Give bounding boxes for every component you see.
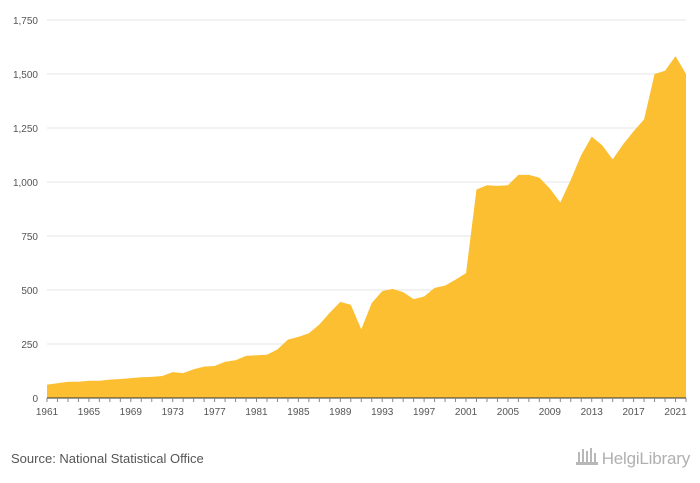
y-tick-label: 750 <box>21 232 38 243</box>
x-tick-label: 2001 <box>455 407 478 418</box>
x-tick-label: 1961 <box>36 407 59 418</box>
helgi-library-logo: HelgiLibrary <box>575 446 691 471</box>
x-tick-label: 1965 <box>78 407 101 418</box>
x-tick-label: 1997 <box>413 407 436 418</box>
x-tick-label: 1993 <box>371 407 394 418</box>
x-tick-label: 1977 <box>203 407 226 418</box>
x-tick-label: 2021 <box>664 407 687 418</box>
source-text: Source: National Statistical Office <box>11 451 204 466</box>
x-axis-ticks: 1961 1965 1969 1973 1977 1981 1985 1989 1993 1997… <box>36 398 687 418</box>
x-tick-label: 2009 <box>539 407 562 418</box>
y-tick-label: 0 <box>32 394 38 405</box>
footer: Source: National Statistical Office Helg… <box>0 440 700 483</box>
y-tick-label: 1,000 <box>13 178 38 189</box>
area-series <box>47 56 686 398</box>
y-axis-tick-labels: 0 250 500 750 1,000 1,250 1,500 1,750 <box>13 16 38 405</box>
x-tick-label: 1989 <box>329 407 352 418</box>
y-tick-label: 500 <box>21 286 38 297</box>
grid-lines <box>47 19 686 345</box>
y-tick-label: 1,500 <box>13 70 38 81</box>
x-tick-label: 1985 <box>287 407 310 418</box>
x-tick-label: 2005 <box>497 407 520 418</box>
logo-text: HelgiLibrary <box>601 448 691 468</box>
library-building-icon <box>575 446 598 471</box>
x-tick-label: 1969 <box>120 407 143 418</box>
x-tick-label: 2013 <box>581 407 604 418</box>
y-tick-label: 1,750 <box>13 16 38 27</box>
y-tick-label: 1,250 <box>13 124 38 135</box>
x-tick-label: 1981 <box>245 407 268 418</box>
x-tick-label: 1973 <box>162 407 185 418</box>
y-tick-label: 250 <box>21 340 38 351</box>
x-tick-label: 2017 <box>622 407 645 418</box>
